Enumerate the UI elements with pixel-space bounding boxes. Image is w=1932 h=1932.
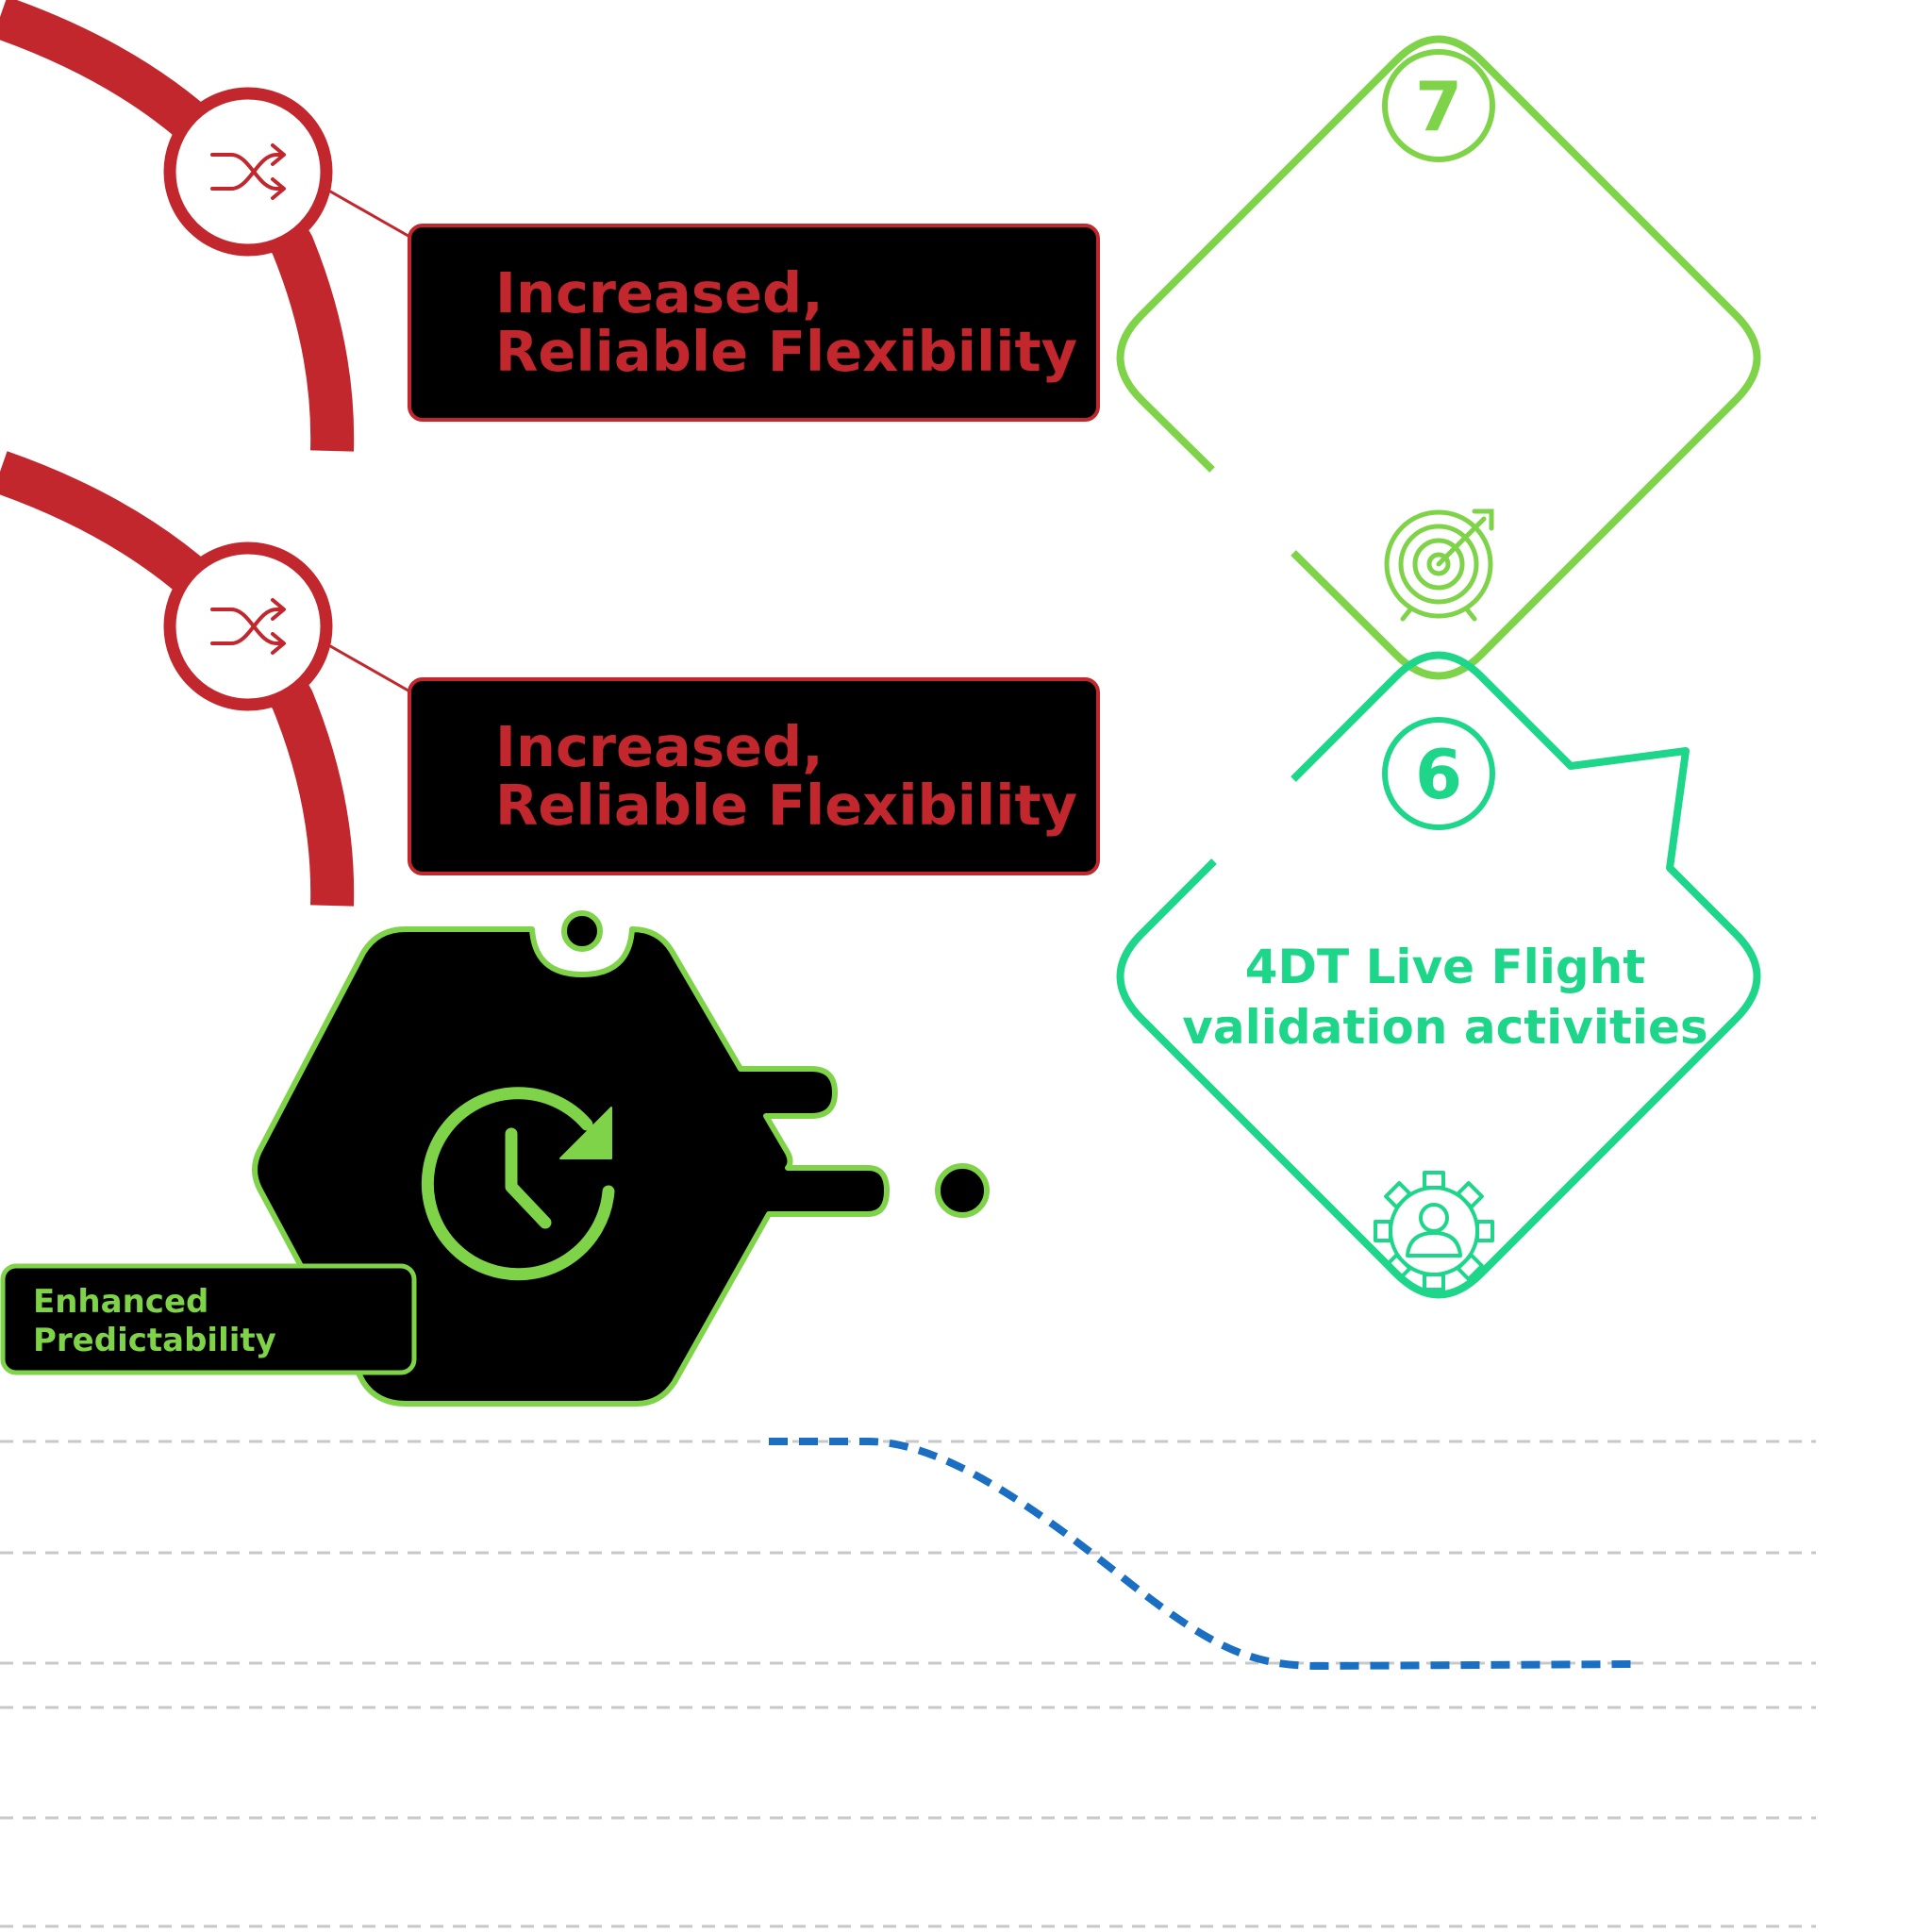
number-badge-6: [1382, 717, 1495, 830]
hexagon-top-dot: [561, 910, 603, 952]
flexibility-card-1-text: Increased, Reliable Flexibility: [495, 264, 1080, 396]
card-2-line2: Reliable Flexibility: [495, 773, 1078, 838]
predictability-label-box: [0, 1263, 417, 1375]
diamond-6-title-line2: validation activities: [1182, 1000, 1707, 1055]
gear-person-icon: [1374, 1171, 1494, 1291]
shuffle-icon: [210, 598, 286, 655]
predictability-label-line1: Enhanced: [33, 1283, 208, 1321]
flexibility-card-2: [408, 677, 1100, 875]
flexibility-card-1: [408, 224, 1100, 422]
flexibility-node-1: [0, 0, 414, 452]
card-1-line1: Increased,: [495, 260, 824, 325]
predictability-label-line2: Predictability: [33, 1322, 276, 1359]
clock-refresh-icon: [421, 1087, 615, 1281]
hexagon-side-dot: [935, 1163, 990, 1218]
diamond-6-number: 6: [1415, 735, 1462, 814]
connector-line-2: [325, 641, 414, 695]
node-circle-2: [163, 541, 333, 711]
diamond-7: [1116, 35, 1761, 680]
number-badge-7: [1382, 49, 1495, 162]
trajectory-curve: [769, 1438, 1638, 1671]
flexibility-node-2: [0, 451, 414, 907]
card-2-line1: Increased,: [495, 714, 824, 779]
diamond-7-number: 7: [1415, 67, 1462, 146]
connector-line-1: [325, 187, 414, 241]
shuffle-icon: [210, 143, 286, 200]
diamond-6: [1116, 651, 1761, 1299]
flexibility-card-2-text: Increased, Reliable Flexibility: [495, 718, 1080, 850]
diamond-6-title-line1: 4DT Live Flight: [1245, 940, 1645, 994]
target-arrow-icon: [1384, 508, 1494, 622]
gridlines: [0, 1440, 1816, 1928]
card-1-line2: Reliable Flexibility: [495, 319, 1078, 384]
node-circle-1: [163, 87, 333, 257]
